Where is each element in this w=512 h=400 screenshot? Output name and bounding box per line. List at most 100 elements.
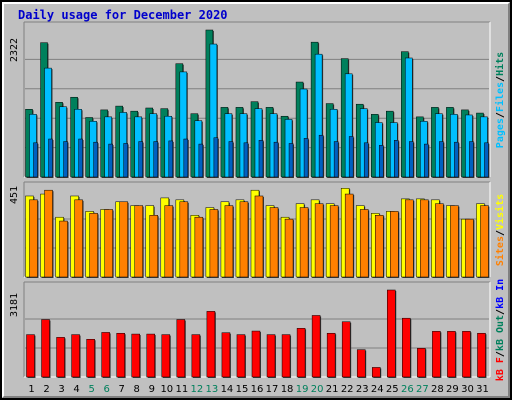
bar-files-19 [299,88,308,178]
bar-pages-27 [424,143,429,178]
bar-pages-25 [394,140,399,178]
bar-sites-11 [179,201,189,278]
bar-kbf-6 [101,332,110,378]
bar-kbf-14 [221,332,231,378]
bar-pages-2 [48,138,53,178]
legend-entry: / [495,309,506,315]
bar-sites-28 [435,203,444,278]
chart-title: Daily usage for December 2020 [18,8,228,22]
bar-sites-18 [284,218,294,278]
bar-pages-1 [33,142,38,178]
x-tick-label-6: 6 [103,384,109,395]
bar-kbf-5 [86,339,95,378]
x-tick-label-4: 4 [73,384,79,395]
bar-pages-10 [168,140,174,178]
x-tick-label-17: 17 [266,384,279,395]
bar-pages-16 [258,140,264,178]
bar-kbf-31 [477,332,486,378]
x-tick-label-8: 8 [134,384,140,395]
legend-entry: kB F [495,357,506,381]
bar-sites-1 [29,199,38,278]
bar-pages-19 [303,138,309,178]
x-tick-label-18: 18 [281,384,294,395]
bar-kbf-9 [146,333,156,378]
legend-entry: / [495,230,506,236]
bar-pages-26 [409,141,414,178]
bar-kbf-30 [462,331,471,378]
bar-kbf-25 [387,289,396,378]
x-tick-label-20: 20 [311,384,324,395]
bar-pages-21 [333,141,339,178]
bar-sites-17 [269,207,279,278]
x-tick-label-27: 27 [416,384,429,395]
bar-sites-23 [359,209,369,278]
bar-kbf-11 [176,319,186,378]
bar-kbf-22 [341,321,351,378]
x-tick-label-10: 10 [160,384,173,395]
legend-entry: / [495,76,506,82]
bar-files-13 [209,43,218,178]
bar-kbf-16 [251,330,261,378]
bar-sites-13 [209,209,219,278]
bar-pages-8 [138,141,143,178]
bar-pages-12 [198,143,204,178]
bar-kbf-8 [131,333,140,378]
bar-sites-14 [224,205,234,278]
x-tick-label-21: 21 [326,384,339,395]
bar-kbf-2 [41,319,50,378]
bar-kbf-24 [371,367,381,378]
bar-pages-23 [363,142,369,178]
bar-sites-24 [374,215,384,278]
bar-sites-10 [164,205,174,278]
x-tick-label-28: 28 [431,384,444,395]
x-tick-label-26: 26 [401,384,414,395]
bar-sites-31 [480,205,489,278]
bar-pages-28 [439,141,444,178]
x-tick-label-11: 11 [175,384,188,395]
bar-sites-30 [465,218,474,278]
x-tick-label-9: 9 [149,384,155,395]
bar-kbf-20 [311,315,321,378]
x-tick-label-25: 25 [386,384,399,395]
x-tick-label-15: 15 [236,384,249,395]
x-tick-label-7: 7 [119,384,125,395]
x-tick-label-23: 23 [356,384,369,395]
x-tick-label-3: 3 [58,384,64,395]
x-tick-label-19: 19 [296,384,309,395]
bar-pages-22 [348,136,354,178]
bar-kbf-13 [206,311,216,378]
bar-sites-5 [89,213,98,278]
bar-sites-21 [329,205,339,278]
bar-sites-4 [74,199,83,278]
bar-kbf-28 [432,331,441,378]
bar-kbf-23 [356,349,366,378]
bar-sites-3 [59,220,68,278]
bar-sites-6 [104,209,113,278]
bar-files-20 [314,53,323,178]
legend-entry: Sites [494,236,506,266]
chart-labels: 23224513181Pages/Files/HitsSites/Visitsk… [9,38,506,395]
y-max-label-3: 3181 [9,293,20,317]
bar-kbf-10 [161,334,171,378]
y-max-label-1: 2322 [9,38,20,62]
bar-sites-15 [239,201,249,278]
chart-bars [25,29,490,378]
bar-kbf-26 [402,317,411,378]
bar-sites-9 [149,215,159,278]
legend-entry: / [495,112,506,118]
legend-entry: kB In [495,279,506,309]
bar-kbf-3 [56,337,65,378]
legend-entry: / [495,351,506,357]
legend-hits-files-pages: Pages/Files/Hits [494,52,506,148]
bar-pages-13 [213,137,219,178]
bar-sites-22 [344,193,354,278]
x-tick-label-1: 1 [28,384,34,395]
x-tick-label-13: 13 [206,384,219,395]
legend-entry: Hits [494,52,506,76]
legend-kbf-kbout-kbin: kB F/kB Out/kB In [495,279,506,381]
bar-files-22 [344,73,353,178]
bar-sites-2 [44,189,53,278]
bar-kbf-17 [266,334,276,378]
bar-pages-14 [228,141,234,178]
